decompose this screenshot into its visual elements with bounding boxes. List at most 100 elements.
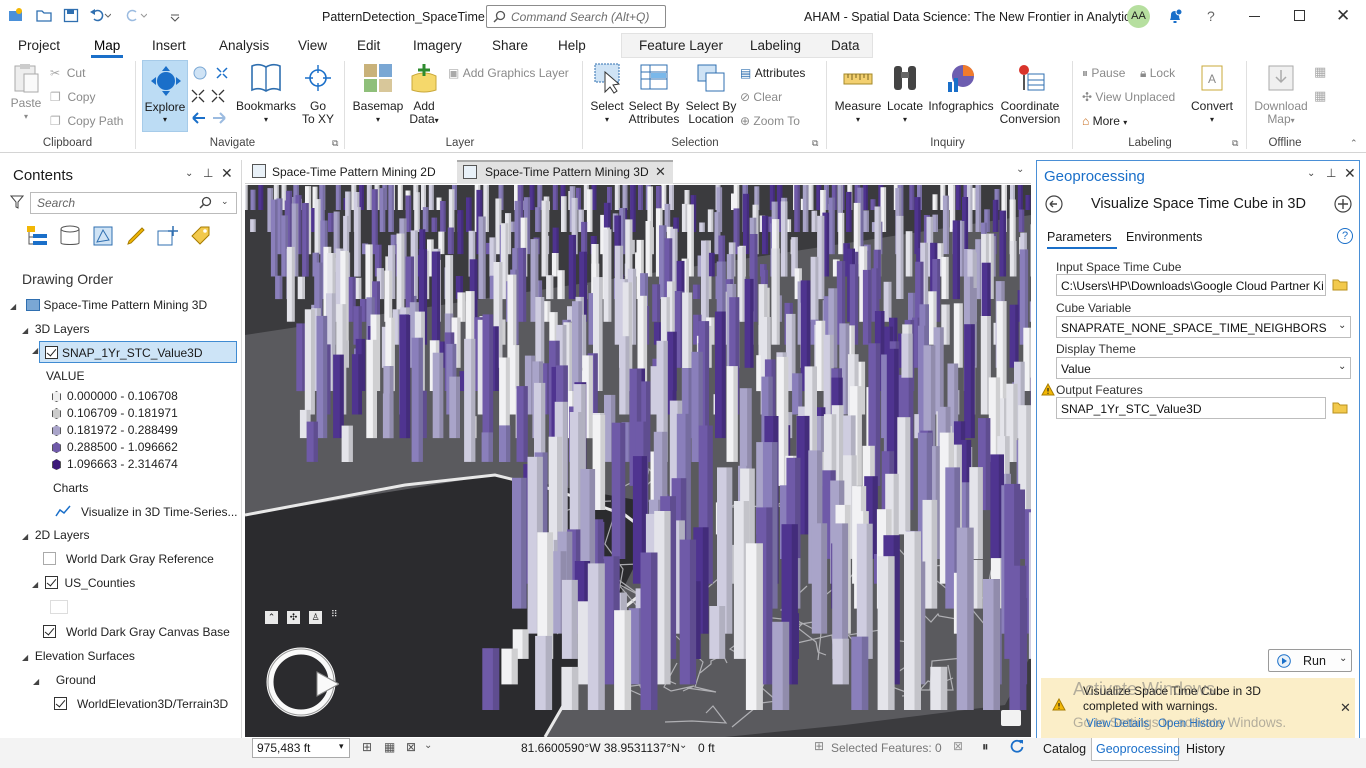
- counties-checkbox[interactable]: [44, 576, 58, 589]
- contents-close-icon[interactable]: ✕: [221, 165, 233, 181]
- select-by-attributes-button[interactable]: Select By Attributes: [626, 62, 682, 126]
- customize-quick-access-icon[interactable]: [170, 11, 180, 25]
- user-avatar[interactable]: AA: [1127, 5, 1150, 28]
- download-map-button[interactable]: Download Map▾: [1252, 62, 1310, 127]
- coordinate-format-icon[interactable]: ⌄: [679, 740, 688, 751]
- browse-output-folder-icon[interactable]: [1332, 401, 1348, 417]
- cut-button[interactable]: ✂ Cut: [50, 66, 86, 80]
- tab-insert[interactable]: Insert: [152, 38, 186, 53]
- refresh-icon-gray[interactable]: ⊠: [953, 739, 964, 753]
- run-options-icon[interactable]: ⌄: [1339, 653, 1348, 664]
- selection-launcher-icon[interactable]: ⧉: [812, 138, 819, 148]
- scene-canvas[interactable]: ⌃ ✣ ♙ ⠿: [245, 185, 1031, 737]
- input-cube-field[interactable]: C:\Users\HP\Downloads\Google Cloud Partn…: [1056, 274, 1326, 296]
- full-extent-icon[interactable]: [192, 65, 208, 84]
- refresh-icon[interactable]: [1010, 739, 1024, 756]
- reference-layer-checkbox[interactable]: [43, 552, 56, 565]
- nav-person-icon[interactable]: ♙: [309, 611, 322, 624]
- zoom-to-selection-button[interactable]: ⊕ Zoom To: [740, 114, 800, 128]
- tab-labeling[interactable]: Labeling: [750, 38, 802, 53]
- remove-offline-icon[interactable]: ▦: [1314, 88, 1327, 103]
- view-details-link[interactable]: View Details: [1086, 718, 1150, 730]
- go-to-xy-button[interactable]: Go To XY: [296, 62, 340, 126]
- history-tab[interactable]: History: [1186, 742, 1225, 756]
- cube-variable-select[interactable]: SNAPRATE_NONE_SPACE_TIME_NEIGHBORS: [1056, 316, 1351, 338]
- list-by-labeling-icon[interactable]: [188, 224, 212, 251]
- chart-item[interactable]: Visualize in 3D Time-Series...: [55, 504, 238, 519]
- tab-share[interactable]: Share: [492, 38, 529, 53]
- terrain-checkbox[interactable]: [54, 697, 67, 710]
- lock-labeling-button[interactable]: 🔒︎ Lock: [1140, 66, 1176, 80]
- back-icon[interactable]: [1045, 195, 1063, 216]
- geoprocessing-menu-icon[interactable]: ⌄: [1307, 168, 1316, 179]
- dismiss-message-icon[interactable]: ✕: [1340, 700, 1351, 715]
- open-history-link[interactable]: Open History: [1158, 718, 1226, 730]
- run-button[interactable]: Run ⌄: [1268, 649, 1352, 672]
- pin-icon[interactable]: ⊥: [203, 166, 214, 180]
- copy-path-button[interactable]: ❐ Copy Path: [50, 114, 124, 128]
- command-search[interactable]: Command Search (Alt+Q): [486, 5, 666, 28]
- list-by-editing-icon[interactable]: [124, 224, 148, 251]
- map-node[interactable]: ◢ Space-Time Pattern Mining 3D: [10, 298, 208, 312]
- add-graphics-layer-button[interactable]: ▣ Add Graphics Layer: [448, 66, 569, 80]
- locate-button[interactable]: Locate ▾: [884, 62, 926, 126]
- browse-input-folder-icon[interactable]: [1332, 278, 1348, 294]
- redo-icon[interactable]: [125, 8, 148, 25]
- tab-help[interactable]: Help: [558, 38, 586, 53]
- measure-button[interactable]: Measure ▾: [834, 62, 882, 126]
- stc-layer-row[interactable]: ◢ SNAP_1Yr_STC_Value3D: [32, 341, 237, 363]
- select-button[interactable]: Select ▾: [588, 62, 626, 126]
- counties-layer-row[interactable]: ◢ US_Counties: [32, 576, 136, 590]
- grid-icon[interactable]: ▦: [384, 740, 396, 754]
- map-tabs-overflow-icon[interactable]: ⌄: [1016, 164, 1025, 175]
- tab-imagery[interactable]: Imagery: [413, 38, 462, 53]
- sync-icon[interactable]: ▦: [1314, 64, 1327, 79]
- display-theme-dropdown-icon[interactable]: ⌄: [1338, 361, 1347, 372]
- list-by-drawing-order-icon[interactable]: [25, 224, 49, 251]
- coordinate-conversion-button[interactable]: Coordinate Conversion: [996, 62, 1064, 126]
- add-data-button[interactable]: Add Data▾: [404, 62, 444, 127]
- elevation-surfaces-group[interactable]: ◢ Elevation Surfaces: [22, 649, 135, 663]
- labeling-launcher-icon[interactable]: ⧉: [1232, 138, 1239, 148]
- undo-icon[interactable]: [89, 8, 112, 25]
- layers-3d-group[interactable]: ◢ 3D Layers: [22, 322, 90, 336]
- copy-button[interactable]: ❐ Copy: [50, 90, 96, 104]
- status-options-icon[interactable]: ⌄: [424, 740, 433, 751]
- output-features-field[interactable]: SNAP_1Yr_STC_Value3D: [1056, 397, 1326, 419]
- list-by-data-source-icon[interactable]: [58, 224, 82, 251]
- stc-layer-checkbox[interactable]: [45, 346, 58, 359]
- map-legend-toggle-icon[interactable]: [1001, 710, 1021, 726]
- infographics-button[interactable]: Infographics: [926, 62, 996, 113]
- notification-bell-icon[interactable]: [1167, 8, 1183, 27]
- reference-layer-row[interactable]: World Dark Gray Reference: [43, 552, 214, 566]
- help-icon[interactable]: ?: [1207, 8, 1215, 24]
- canvas-base-checkbox[interactable]: [43, 625, 56, 638]
- add-icon[interactable]: [1334, 195, 1352, 216]
- tab-analysis[interactable]: Analysis: [219, 38, 270, 53]
- filter-icon[interactable]: [9, 195, 25, 212]
- tab-feature-layer[interactable]: Feature Layer: [639, 38, 724, 53]
- catalog-tab[interactable]: Catalog: [1043, 742, 1087, 756]
- navigator-control[interactable]: [263, 644, 339, 720]
- fixed-zoom-icon[interactable]: [214, 65, 230, 84]
- restore-icon[interactable]: [1294, 10, 1305, 21]
- list-by-selection-icon[interactable]: [91, 224, 115, 251]
- more-labeling-button[interactable]: ⌂ More ▾: [1082, 114, 1128, 128]
- canvas-base-layer-row[interactable]: World Dark Gray Canvas Base: [43, 625, 230, 639]
- terrain-layer-row[interactable]: WorldElevation3D/Terrain3D: [54, 697, 228, 711]
- cube-variable-dropdown-icon[interactable]: ⌄: [1338, 320, 1347, 331]
- map-tab-3d[interactable]: Space-Time Pattern Mining 3D ✕: [457, 160, 673, 184]
- tab-view[interactable]: View: [298, 38, 328, 53]
- layers-2d-group[interactable]: ◢ 2D Layers: [22, 528, 90, 542]
- display-theme-select[interactable]: Value: [1056, 357, 1351, 379]
- back-arrow-icon[interactable]: [190, 110, 228, 129]
- tool-help-icon[interactable]: ?: [1337, 228, 1353, 244]
- list-by-snapping-icon[interactable]: [155, 224, 179, 251]
- zoom-in-fixed-icon[interactable]: [190, 88, 228, 107]
- save-icon[interactable]: [63, 8, 79, 26]
- bookmarks-button[interactable]: Bookmarks ▾: [236, 62, 296, 126]
- geoprocessing-tab[interactable]: [1091, 738, 1179, 761]
- nav-overlay-icon[interactable]: ⠿: [331, 609, 338, 619]
- constraints-icon[interactable]: ⊠: [406, 740, 417, 754]
- tab-edit[interactable]: Edit: [357, 38, 381, 53]
